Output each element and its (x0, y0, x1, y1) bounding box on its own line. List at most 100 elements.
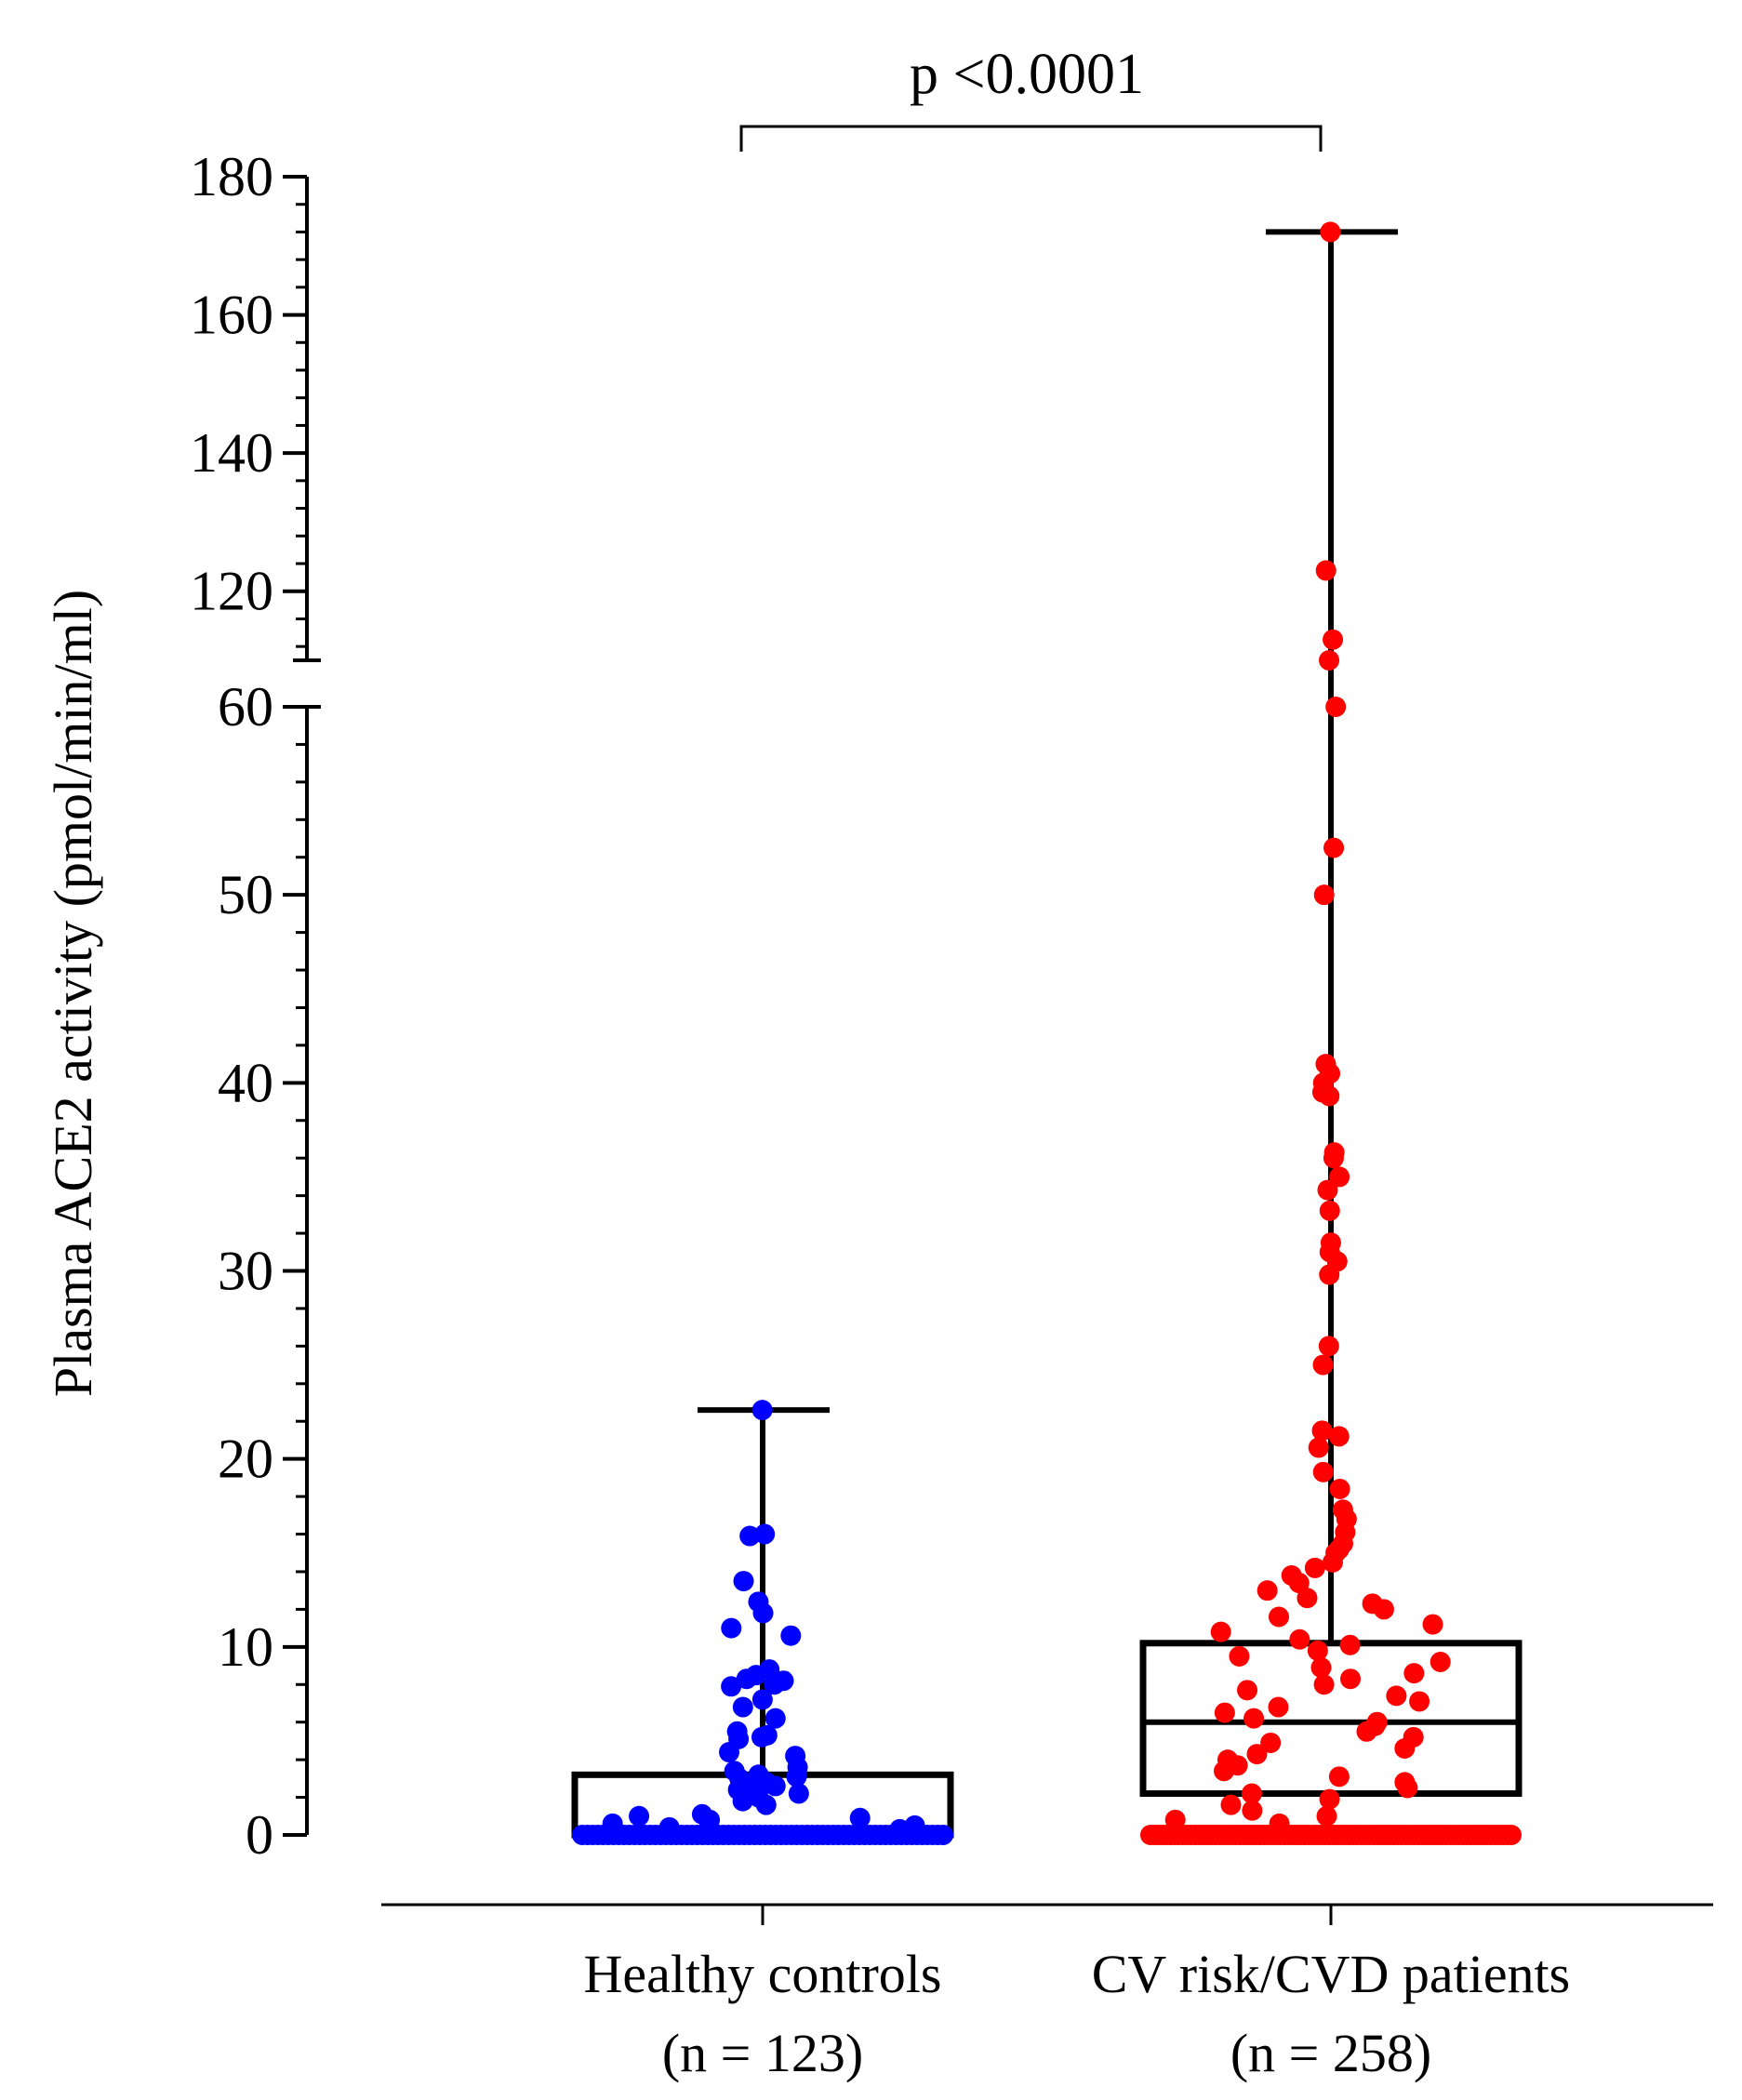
data-point (719, 1742, 740, 1763)
data-point (698, 1811, 720, 1832)
y-tick-label: 140 (190, 422, 273, 484)
data-point (629, 1805, 650, 1827)
data-point (736, 1668, 757, 1690)
data-point (1329, 1166, 1350, 1188)
data-point (1319, 650, 1340, 671)
group-label-healthy: Healthy controls (584, 1944, 942, 2004)
data-point (1311, 1420, 1333, 1442)
data-point (1430, 1652, 1451, 1673)
significance-bracket (739, 125, 1323, 152)
data-point (1243, 1708, 1265, 1729)
y-tick-label: 160 (190, 285, 273, 346)
p-value-annotation: p <0.0001 (910, 43, 1144, 106)
x-axis (381, 1903, 1713, 1925)
data-point (1394, 1738, 1416, 1760)
data-point (754, 1523, 776, 1545)
data-point (1323, 1148, 1344, 1169)
data-point (732, 1696, 753, 1718)
y-tick-label: 50 (218, 864, 273, 925)
data-point (1307, 1640, 1328, 1661)
data-point (1164, 1809, 1186, 1830)
data-point (1319, 1788, 1340, 1810)
group-n-cvd: (n = 258) (1230, 2023, 1431, 2083)
data-point (1339, 1668, 1361, 1690)
data-point (751, 1726, 772, 1748)
data-point (1214, 1761, 1235, 1782)
box-plots (571, 229, 1523, 1839)
data-point (1373, 1599, 1394, 1620)
data-point (1304, 1557, 1325, 1578)
data-point (1229, 1645, 1250, 1667)
data-point (1312, 1354, 1334, 1376)
data-point (1260, 1732, 1282, 1753)
y-tick-label: 40 (218, 1052, 273, 1113)
data-point (1501, 1825, 1522, 1845)
data-point (1288, 1573, 1310, 1594)
data-point (721, 1676, 742, 1697)
data-point (1237, 1680, 1258, 1701)
y-tick-label: 20 (218, 1429, 273, 1490)
data-point (1318, 1336, 1339, 1357)
y-axis-label: Plasma ACE2 activity (pmol/min/ml) (43, 590, 103, 1397)
y-tick-label: 180 (190, 146, 273, 207)
data-point (1242, 1800, 1263, 1821)
data-point (1319, 1264, 1340, 1285)
data-point (1210, 1621, 1231, 1642)
data-point (1220, 1794, 1242, 1815)
data-point (1269, 1813, 1290, 1834)
data-point (1268, 1696, 1289, 1718)
data-point (1397, 1777, 1418, 1799)
data-point (1319, 1200, 1340, 1221)
data-point (933, 1825, 953, 1845)
group-label-cvd: CV risk/CVD patients (1092, 1944, 1571, 2004)
data-point (764, 1674, 785, 1695)
data-point (1313, 1674, 1335, 1695)
data-point (658, 1816, 680, 1838)
data-point (1317, 1179, 1338, 1201)
data-point (889, 1818, 911, 1840)
y-tick-label: 0 (246, 1804, 273, 1866)
y-tick-label: 60 (218, 676, 273, 738)
data-point (1319, 1085, 1340, 1107)
data-point (1214, 1702, 1235, 1723)
data-point (1246, 1744, 1268, 1765)
data-point (751, 1689, 773, 1710)
data-point (788, 1783, 809, 1804)
data-point (1257, 1580, 1278, 1602)
data-point (849, 1807, 871, 1828)
data-point (1329, 1479, 1350, 1500)
data-point (1297, 1588, 1318, 1609)
data-point (755, 1794, 777, 1815)
data-point (1315, 560, 1336, 581)
data-point (751, 1400, 773, 1421)
data-point (721, 1617, 742, 1639)
data-point (602, 1813, 623, 1834)
data-points (572, 221, 1522, 1845)
data-point (1289, 1628, 1310, 1650)
y-tick-label: 30 (218, 1241, 273, 1302)
data-point (1386, 1685, 1407, 1707)
data-point (1241, 1783, 1262, 1804)
data-point (1323, 837, 1345, 858)
y-ticks: 0 10 20 30 40 50 60 120 140 160 180 (190, 146, 307, 1866)
data-point (1308, 1437, 1329, 1458)
group-n-healthy: (n = 123) (662, 2023, 863, 2083)
data-point (1403, 1663, 1425, 1684)
data-point (1409, 1691, 1430, 1712)
data-point (1328, 1426, 1350, 1447)
data-point (1339, 1634, 1361, 1655)
data-point (780, 1625, 802, 1646)
data-point (732, 1790, 753, 1812)
y-tick-label: 10 (218, 1616, 273, 1678)
data-point (1316, 1805, 1337, 1827)
data-point (786, 1766, 807, 1788)
data-point (1269, 1606, 1290, 1628)
data-point (1356, 1721, 1377, 1742)
data-point (752, 1602, 774, 1624)
data-point (1320, 221, 1341, 243)
data-point (765, 1775, 786, 1797)
data-point (739, 1525, 761, 1547)
y-tick-label: 120 (190, 561, 273, 622)
data-point (1322, 1551, 1343, 1573)
